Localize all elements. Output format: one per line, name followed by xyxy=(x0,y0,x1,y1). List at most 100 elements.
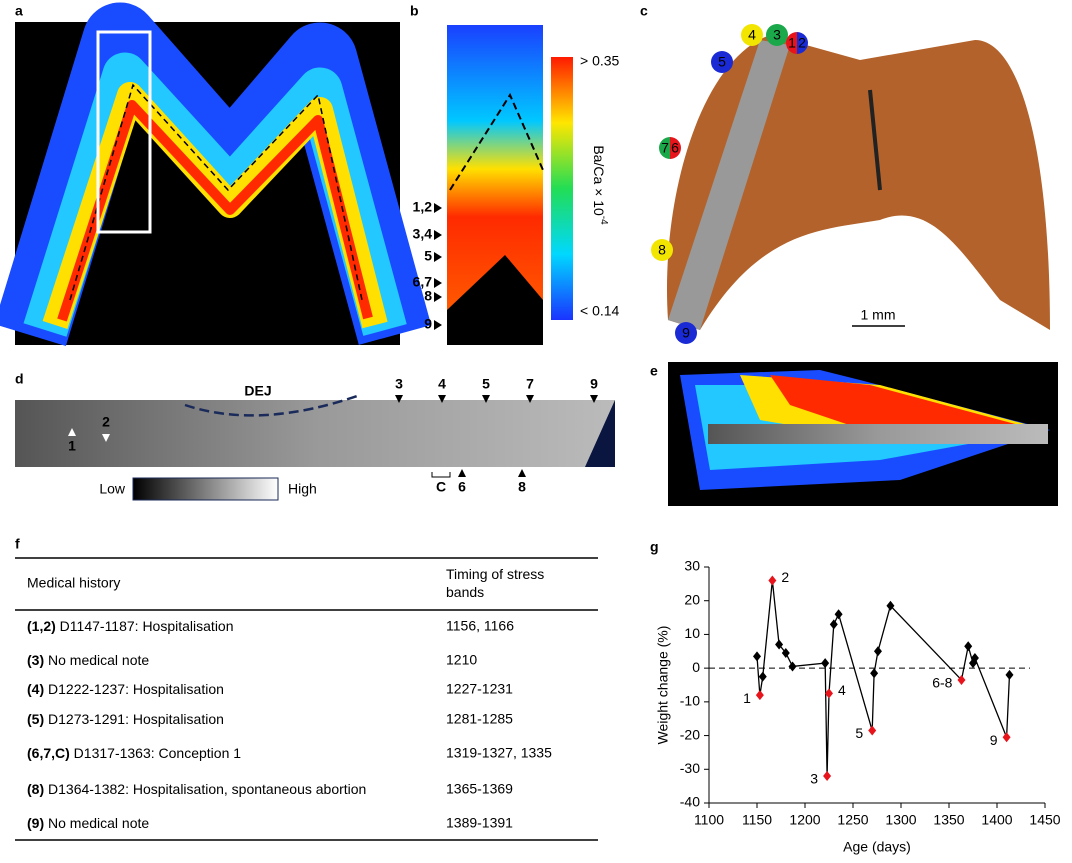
marker-label: 1,2 xyxy=(413,199,433,215)
x-tick-label: 1100 xyxy=(694,812,724,828)
table-cell: 1156, 1166 xyxy=(446,618,514,634)
marker-arrow xyxy=(590,395,598,403)
point-label: 4 xyxy=(838,682,846,698)
marker-arrow xyxy=(458,469,466,477)
marker-label: 7 xyxy=(526,376,534,392)
x-tick-label: 1200 xyxy=(789,812,820,828)
panel-label: b xyxy=(410,3,419,19)
point-label: 3 xyxy=(810,771,818,787)
row-ref: (8) xyxy=(27,781,44,797)
table-cell: 1210 xyxy=(446,652,477,668)
data-point xyxy=(834,609,843,620)
circle-label: 8 xyxy=(658,242,666,258)
marker-circle xyxy=(766,24,788,46)
y-tick-label: 10 xyxy=(684,625,700,641)
row-ref: (1,2) xyxy=(27,618,56,634)
data-point xyxy=(870,668,879,679)
circle-label: 6 xyxy=(671,140,679,156)
y-tick-label: 20 xyxy=(684,591,700,607)
ba-ca-map xyxy=(0,2,432,346)
table-cell: (3) No medical note xyxy=(27,652,149,668)
table-cell: 1365-1369 xyxy=(446,781,513,797)
y-tick-label: -20 xyxy=(680,726,700,742)
row-ref: (6,7,C) xyxy=(27,745,70,761)
circle-label: 1 xyxy=(788,35,796,51)
colorbar-label-exp: -4 xyxy=(598,216,609,225)
grayscale-section xyxy=(15,393,615,501)
data-point xyxy=(821,658,830,669)
marker-label: 9 xyxy=(590,376,598,392)
table-cell: (4) D1222-1237: Hospitalisation xyxy=(27,681,224,697)
circle-label: 4 xyxy=(748,27,756,43)
header-line: Timing of stress xyxy=(446,566,544,582)
data-point xyxy=(788,661,797,672)
colorbar-label-base: Ba/Ca × 10 xyxy=(591,145,607,216)
marker-label: 1 xyxy=(68,438,76,454)
marker-half xyxy=(659,137,670,159)
marker-label: 5 xyxy=(482,376,490,392)
circle-label: 5 xyxy=(718,54,726,70)
table-rules xyxy=(15,557,598,841)
data-point xyxy=(753,651,761,662)
marker-half xyxy=(670,137,681,159)
marker-label: 8 xyxy=(518,479,526,495)
table-cell: 1281-1285 xyxy=(446,711,513,727)
point-label: 9 xyxy=(990,732,998,748)
marker-label: 4 xyxy=(438,376,446,392)
point-label: 6-8 xyxy=(932,675,952,691)
data-point xyxy=(768,575,777,586)
table-cell: (5) D1273-1291: Hospitalisation xyxy=(27,711,224,727)
table-cell: (8) D1364-1382: Hospitalisation, spontan… xyxy=(27,781,366,797)
scale-low: Low xyxy=(99,481,126,497)
tooth-section xyxy=(666,35,1050,330)
table-cell: 1227-1231 xyxy=(446,681,513,697)
x-axis-label: Age (days) xyxy=(843,839,911,855)
point-label: 2 xyxy=(781,569,789,585)
scale-high: High xyxy=(288,481,317,497)
marker-circle xyxy=(741,24,763,46)
marker-arrow xyxy=(395,395,403,403)
marker-arrow xyxy=(526,395,534,403)
data-point xyxy=(781,647,790,658)
bracket-label: C xyxy=(436,479,446,495)
x-tick-label: 1300 xyxy=(885,812,916,828)
circle-label: 3 xyxy=(773,27,781,43)
row-ref: (5) xyxy=(27,711,44,727)
panel-label: g xyxy=(650,539,659,555)
y-axis-label: Weight change (%) xyxy=(655,626,671,745)
scale-bar-label: 1 mm xyxy=(861,307,896,323)
colorbar-label: Ba/Ca × 10-4 xyxy=(591,145,609,225)
y-tick-label: -30 xyxy=(680,760,700,776)
marker-arrow xyxy=(434,230,442,240)
row-text: D1222-1237: Hospitalisation xyxy=(44,681,224,697)
table-header: Timing of stress bands xyxy=(446,566,544,600)
row-text: D1364-1382: Hospitalisation, spontaneous… xyxy=(44,781,366,797)
ba-ca-zoom xyxy=(447,25,573,345)
y-tick-label: 0 xyxy=(692,659,700,675)
row-text: D1147-1187: Hospitalisation xyxy=(56,618,234,634)
data-point xyxy=(758,671,767,682)
data-point xyxy=(886,600,895,611)
data-point xyxy=(957,674,966,685)
y-tick-label: -40 xyxy=(680,794,700,810)
marker-arrow xyxy=(518,469,526,477)
x-tick-label: 1400 xyxy=(981,812,1012,828)
point-label: 5 xyxy=(855,725,863,741)
data-point xyxy=(755,690,764,701)
y-tick-label: 30 xyxy=(684,558,700,574)
circle-label: 2 xyxy=(798,35,806,51)
row-text: D1273-1291: Hospitalisation xyxy=(44,711,224,727)
marker-arrow xyxy=(434,278,442,288)
point-label: 1 xyxy=(743,690,751,706)
marker-arrow xyxy=(434,320,442,330)
row-text: No medical note xyxy=(44,815,149,831)
marker-label: 6,7 xyxy=(413,274,433,290)
panel-label: c xyxy=(640,3,648,19)
row-ref: (4) xyxy=(27,681,44,697)
marker-label: 6 xyxy=(458,479,466,495)
dej-label: DEJ xyxy=(244,383,271,399)
marker-circle xyxy=(651,239,673,261)
x-tick-label: 1350 xyxy=(933,812,964,828)
y-tick-label: -10 xyxy=(680,693,700,709)
x-tick-label: 1150 xyxy=(742,812,772,828)
